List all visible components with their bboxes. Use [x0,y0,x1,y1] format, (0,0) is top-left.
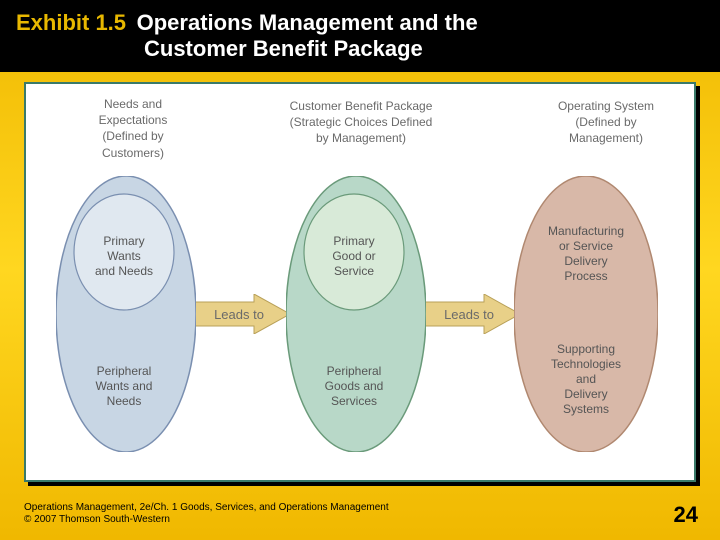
page-number: 24 [674,502,698,528]
title-line1: Exhibit 1.5 Operations Management and th… [16,10,704,36]
arrow-2-label: Leads to [434,307,504,322]
diagram: Needs andExpectations(Defined byCustomer… [26,84,694,480]
ellipse-col1 [56,176,196,452]
col-heading-3: Operating System(Defined byManagement) [526,98,686,147]
title-line2: Customer Benefit Package [144,36,704,62]
col3-upper-label: Manufacturingor ServiceDeliveryProcess [536,224,636,284]
slide-frame: Exhibit 1.5 Operations Management and th… [0,0,720,540]
footer-line2: © 2007 Thomson South-Western [24,514,389,526]
footer: Operations Management, 2e/Ch. 1 Goods, S… [24,502,389,526]
col1-inner-label: PrimaryWantsand Needs [84,234,164,279]
col3-lower-label: SupportingTechnologiesandDeliverySystems [536,342,636,417]
col-heading-2: Customer Benefit Package(Strategic Choic… [261,98,461,147]
col-heading-1: Needs andExpectations(Defined byCustomer… [68,96,198,161]
title-bar: Exhibit 1.5 Operations Management and th… [0,0,720,72]
col2-inner-label: PrimaryGood orService [314,234,394,279]
col1-lower-label: PeripheralWants andNeeds [84,364,164,409]
col2-lower-label: PeripheralGoods andServices [314,364,394,409]
content-box: Needs andExpectations(Defined byCustomer… [24,82,696,482]
exhibit-label: Exhibit 1.5 [16,10,126,35]
footer-line1: Operations Management, 2e/Ch. 1 Goods, S… [24,502,389,514]
title-line1-text: Operations Management and the [137,10,478,35]
ellipse-col2 [286,176,426,452]
arrow-1-label: Leads to [204,307,274,322]
